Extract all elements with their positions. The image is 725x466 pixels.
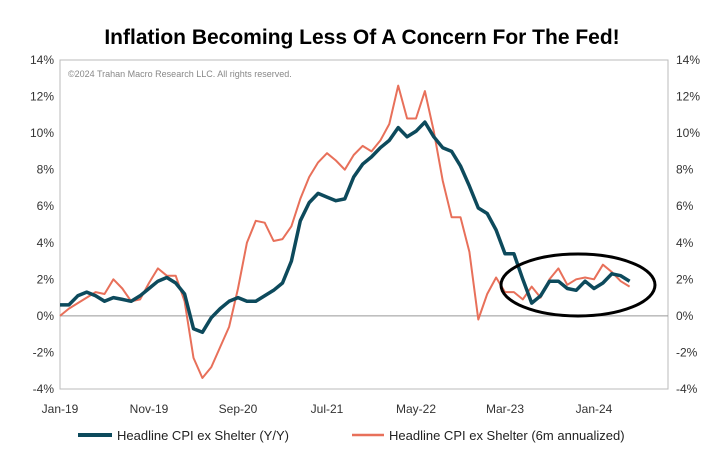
y-tick-label-left: -2% — [33, 345, 55, 359]
highlight-ellipse — [499, 252, 657, 318]
y-tick-label-left: 0% — [37, 309, 55, 323]
y-tick-label-left: 14% — [30, 53, 54, 67]
x-tick-label: Jan-24 — [576, 402, 613, 416]
chart-title: Inflation Becoming Less Of A Concern For… — [104, 26, 619, 49]
y-tick-label-right: 12% — [676, 90, 700, 104]
y-tick-label-left: 2% — [37, 272, 55, 286]
legend-label-6m: Headline CPI ex Shelter (6m annualized) — [389, 428, 625, 443]
x-tick-label: Nov-19 — [130, 402, 169, 416]
y-tick-label-right: 0% — [676, 309, 694, 323]
x-tick-label: Jul-21 — [311, 402, 344, 416]
y-tick-label-right: 2% — [676, 272, 694, 286]
y-tick-label-left: 12% — [30, 90, 54, 104]
y-tick-label-right: 10% — [676, 126, 700, 140]
x-tick-label: May-22 — [396, 402, 436, 416]
y-tick-label-right: -4% — [676, 382, 698, 396]
legend: Headline CPI ex Shelter (Y/Y) Headline C… — [78, 428, 625, 443]
y-tick-label-right: 14% — [676, 53, 700, 67]
x-tick-label: Jan-19 — [42, 402, 79, 416]
y-tick-label-left: 8% — [37, 163, 55, 177]
plot-frame — [59, 59, 669, 390]
x-tick-label: Mar-23 — [486, 402, 524, 416]
series-line-yy — [60, 120, 631, 335]
y-tick-label-right: 6% — [676, 199, 694, 213]
legend-label-yy: Headline CPI ex Shelter (Y/Y) — [117, 428, 289, 443]
series-line-6m — [59, 84, 631, 379]
y-tick-label-right: -2% — [676, 345, 698, 359]
y-tick-label-right: 4% — [676, 236, 694, 250]
y-tick-label-left: 10% — [30, 126, 54, 140]
y-tick-label-left: -4% — [33, 382, 55, 396]
x-tick-label: Sep-20 — [219, 402, 258, 416]
y-tick-label-left: 6% — [37, 199, 55, 213]
watermark: ©2024 Trahan Macro Research LLC. All rig… — [68, 69, 292, 79]
y-tick-label-right: 8% — [676, 163, 694, 177]
y-tick-label-left: 4% — [37, 236, 55, 250]
